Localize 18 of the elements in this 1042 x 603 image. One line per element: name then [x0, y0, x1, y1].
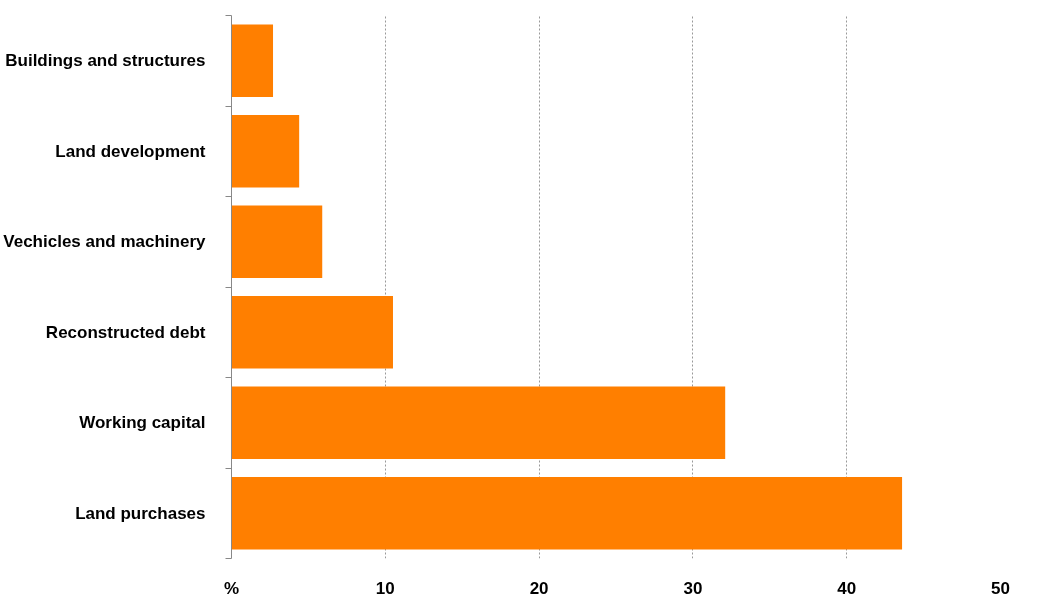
bar: [231, 296, 393, 369]
x-tick-label: 50: [991, 578, 1010, 598]
bar: [231, 477, 903, 550]
bar: [231, 386, 726, 459]
x-tick-label: 40: [837, 578, 857, 598]
y-tick-label: Reconstructed debt: [45, 322, 206, 342]
y-tick-label: Working capital: [79, 413, 206, 433]
y-tick-label: Land purchases: [75, 503, 206, 523]
x-tick-label: 10: [375, 578, 395, 598]
y-tick-label: Land development: [55, 141, 206, 161]
x-tick-label: 30: [683, 578, 703, 598]
bar: [231, 205, 323, 278]
y-tick-label: Buildings and structures: [5, 51, 206, 71]
bar: [231, 115, 300, 188]
bar: [231, 24, 274, 97]
y-tick-label: Vechicles and machinery: [3, 232, 207, 252]
x-tick-label: %: [223, 578, 240, 598]
x-tick-label: 20: [529, 578, 549, 598]
